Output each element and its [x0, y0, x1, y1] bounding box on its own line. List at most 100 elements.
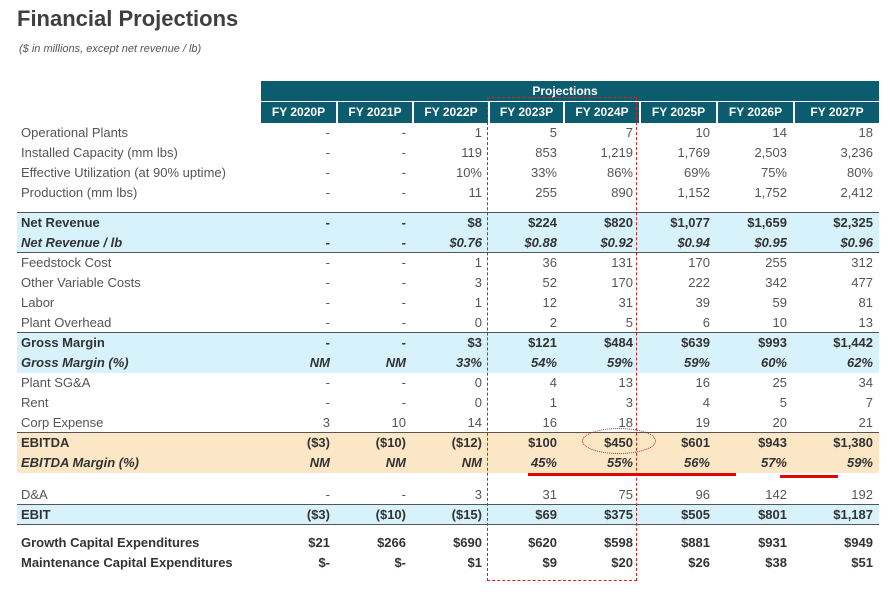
table-cell: 10% — [455, 165, 482, 180]
table-cell: - — [325, 255, 330, 270]
table-cell: 3 — [625, 395, 633, 410]
highlight-ellipse — [582, 428, 656, 454]
row-label: Maintenance Capital Expenditures — [21, 555, 233, 570]
row-label: D&A — [21, 487, 48, 502]
table-row: Net Revenue - - $8 $224 $820 $1,077 $1,659 $2,32… — [17, 213, 879, 233]
underline-red-right — [780, 475, 838, 478]
table-cell: 1 — [474, 295, 482, 310]
table-row: Plant Overhead - - 0 2 5 6 10 13 — [17, 313, 879, 333]
table-cell: 4 — [549, 375, 557, 390]
table-cell: - — [325, 275, 330, 290]
table-cell: - — [401, 275, 406, 290]
table-cell: 18 — [858, 125, 873, 140]
table-cell: ($3) — [306, 507, 330, 522]
column-header: FY 2027P — [795, 102, 879, 123]
table-cell: $949 — [844, 535, 873, 550]
table-cell: 59 — [772, 295, 787, 310]
table-cell: 20 — [772, 415, 787, 430]
table-cell: $1,187 — [833, 507, 873, 522]
table-cell: 18 — [618, 415, 633, 430]
table-cell: 12 — [542, 295, 557, 310]
table-cell: - — [401, 375, 406, 390]
table-cell: 255 — [765, 255, 787, 270]
table-cell: $375 — [604, 507, 633, 522]
table-cell: 1 — [474, 125, 482, 140]
table-cell: $0.88 — [524, 235, 557, 250]
table-cell: 2 — [549, 315, 557, 330]
table-row: Maintenance Capital Expenditures $- $- $1 $9… — [17, 553, 879, 573]
table-cell: $2,325 — [833, 215, 873, 230]
table-cell: 14 — [467, 415, 482, 430]
table-cell: $26 — [688, 555, 710, 570]
table-cell: 1,219 — [600, 145, 633, 160]
table-cell: 34 — [858, 375, 873, 390]
highlight-dashed-box — [487, 97, 637, 581]
table-cell: 3 — [474, 487, 482, 502]
table-cell: 60% — [760, 355, 787, 370]
table-cell: 222 — [688, 275, 710, 290]
row-label: Installed Capacity (mm lbs) — [21, 145, 178, 160]
table-cell: $9 — [542, 555, 557, 570]
table-cell: - — [401, 165, 406, 180]
row-label: Effective Utilization (at 90% uptime) — [21, 165, 226, 180]
table-cell: 312 — [851, 255, 873, 270]
table-cell: $1,077 — [670, 215, 710, 230]
table-cell: ($3) — [306, 435, 330, 450]
table-cell: 80% — [846, 165, 873, 180]
table-cell: $1,380 — [833, 435, 873, 450]
table-row: EBITDA ($3) ($10) ($12) $100 $450 $601 $943 $1,3… — [17, 433, 879, 453]
divider-line — [17, 504, 879, 505]
table-cell: 4 — [702, 395, 710, 410]
table-cell: 96 — [695, 487, 710, 502]
table-cell: - — [401, 487, 406, 502]
table-cell: 119 — [461, 145, 482, 160]
divider-line — [17, 212, 879, 213]
table-cell: 86% — [606, 165, 633, 180]
table-cell: $0.92 — [600, 235, 633, 250]
table-cell: $21 — [308, 535, 330, 550]
table-cell: 1,152 — [677, 185, 710, 200]
table-cell: $1 — [467, 555, 482, 570]
column-header: FY 2025P — [641, 102, 716, 123]
underline-red-left — [528, 473, 736, 476]
column-header: FY 2024P — [565, 102, 639, 123]
row-label: Gross Margin — [21, 335, 105, 350]
table-cell: $801 — [758, 507, 787, 522]
table-cell: NM — [385, 355, 406, 370]
table-cell: - — [401, 125, 406, 140]
table-cell: $20 — [611, 555, 633, 570]
table-cell: 0 — [474, 375, 482, 390]
table-cell: 1 — [549, 395, 557, 410]
table-cell: - — [325, 235, 330, 250]
table-cell: 142 — [765, 487, 787, 502]
table-cell: 19 — [695, 415, 710, 430]
table-cell: $598 — [604, 535, 633, 550]
column-header: FY 2020P — [261, 102, 336, 123]
table-cell: 192 — [851, 487, 873, 502]
table-cell: 59% — [606, 355, 633, 370]
table-cell: 33% — [455, 355, 482, 370]
table-cell: $484 — [604, 335, 633, 350]
table-cell: $69 — [535, 507, 557, 522]
table-row: Operational Plants - - 1 5 7 10 14 18 — [17, 123, 879, 143]
table-cell: 16 — [695, 375, 710, 390]
table-cell: $639 — [681, 335, 710, 350]
table-cell: 131 — [611, 255, 633, 270]
table-cell: - — [401, 335, 406, 350]
table-cell: 10 — [695, 125, 710, 140]
table-cell: 81 — [858, 295, 873, 310]
column-header: FY 2021P — [338, 102, 412, 123]
table-cell: $266 — [377, 535, 406, 550]
table-cell: $820 — [604, 215, 633, 230]
table-cell: 7 — [625, 125, 633, 140]
table-cell: 52 — [542, 275, 557, 290]
table-cell: 31 — [618, 295, 633, 310]
table-cell: - — [401, 255, 406, 270]
table-row: Feedstock Cost - - 1 36 131 170 255 312 — [17, 253, 879, 273]
table-cell: - — [325, 125, 330, 140]
table-cell: 890 — [611, 185, 633, 200]
table-cell: 5 — [779, 395, 787, 410]
table-cell: 69% — [683, 165, 710, 180]
table-cell: - — [325, 315, 330, 330]
table-cell: $931 — [758, 535, 787, 550]
